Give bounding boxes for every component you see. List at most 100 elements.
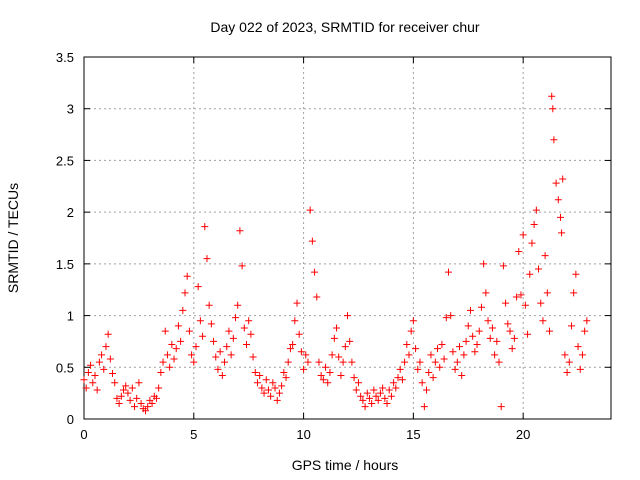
data-point [216,348,224,356]
data-point [308,237,316,245]
data-point [333,324,341,332]
data-point [346,337,354,345]
data-point [212,353,220,361]
data-point [499,262,507,270]
data-point [284,358,292,366]
data-point [565,358,573,366]
data-point [390,379,398,387]
data-point [572,270,580,278]
x-tick-label: 5 [190,427,197,442]
data-point [486,334,494,342]
data-point [359,396,367,404]
data-point [218,372,226,380]
data-point [199,332,207,340]
plot-frame [83,56,612,420]
data-point [524,330,532,338]
data-point [563,368,571,376]
data-point [289,341,297,349]
data-point [442,314,450,322]
data-point [583,317,591,325]
data-point [570,289,578,297]
data-point [488,324,496,332]
data-point [438,341,446,349]
data-point [567,322,575,330]
data-point [471,348,479,356]
data-point [462,337,470,345]
data-point [264,386,272,394]
y-tick-label: 2 [67,205,74,220]
data-point [578,351,586,359]
data-point [194,283,202,291]
data-point [407,327,415,335]
data-point [260,389,268,397]
data-point [87,361,95,369]
data-point [357,392,365,400]
data-point [170,355,178,363]
data-point [344,312,351,320]
data-point [113,394,121,402]
data-point [495,358,503,366]
data-point [152,394,160,402]
data-point [282,374,290,382]
data-point [126,396,134,404]
data-point [506,327,514,335]
data-point [326,368,334,376]
data-point [425,368,433,376]
data-point [508,345,516,353]
data-point [328,351,336,359]
data-point [109,369,117,377]
data-point [245,317,253,325]
data-point [120,386,128,394]
data-point [497,403,505,411]
data-point [201,223,209,231]
x-tick-label: 20 [516,427,530,442]
data-point [104,330,112,338]
data-point [341,343,349,351]
data-point [482,289,490,297]
data-point [376,389,384,397]
data-point [370,386,378,394]
data-point [464,322,472,330]
data-point [460,351,468,359]
data-point [475,327,483,335]
data-point [115,399,123,407]
data-point [234,301,242,309]
data-point [398,376,406,384]
data-point [549,105,557,113]
data-point [159,358,167,366]
data-point [117,392,125,400]
data-point [458,372,466,380]
data-point [144,403,152,411]
data-point [403,341,411,349]
data-point [240,324,248,332]
data-point [418,379,426,387]
data-point [210,337,218,345]
y-tick-label: 3 [67,102,74,117]
y-tick-label: 1 [67,309,74,324]
data-point [515,247,523,255]
data-point [286,345,294,353]
data-point [576,365,584,373]
data-point [396,365,404,373]
data-point [306,206,314,214]
y-tick-label: 3.5 [56,50,74,65]
data-point [513,293,521,301]
data-point [339,358,347,366]
data-point [510,334,518,342]
data-point [258,384,266,392]
x-tick-label: 15 [406,427,420,442]
data-point [552,179,560,187]
data-point [372,392,380,400]
data-point [556,213,564,221]
data-point [348,358,356,366]
data-point [313,293,321,301]
data-point [350,374,358,382]
data-point [455,343,463,351]
data-point [183,272,191,280]
data-point [238,262,246,270]
data-point [449,348,457,356]
data-point [98,351,106,359]
data-point [242,341,250,349]
data-point [412,345,420,353]
data-point [91,372,99,380]
